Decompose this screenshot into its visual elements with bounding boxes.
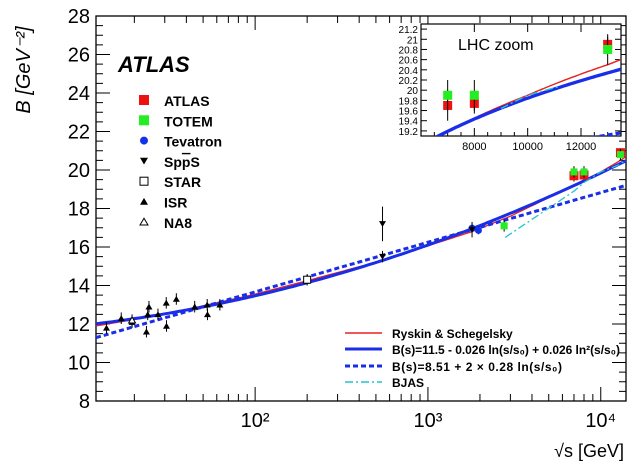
inset-x-tick-label: 8000 bbox=[462, 141, 486, 153]
y-tick-label: 20 bbox=[68, 160, 90, 182]
na8-point bbox=[127, 316, 137, 324]
inset-y-tick-label: 20.8 bbox=[399, 45, 419, 56]
y-tick-label: 16 bbox=[68, 237, 90, 259]
x-tick-label: 10² bbox=[241, 410, 270, 432]
inset-y-tick-label: 21.2 bbox=[399, 25, 419, 36]
y-tick-label: 28 bbox=[68, 6, 90, 28]
legend-label-tevatron: Tevatron bbox=[164, 134, 222, 150]
isr-point bbox=[162, 299, 170, 306]
y-tick-label: 8 bbox=[79, 391, 90, 413]
isr-point bbox=[216, 301, 224, 308]
legend-marker-sppbars bbox=[140, 157, 148, 165]
y-tick-label: 12 bbox=[68, 314, 90, 336]
main-axis-ticks bbox=[96, 15, 626, 402]
inset-y-tick-label: 21 bbox=[407, 35, 419, 46]
isr-point bbox=[191, 303, 199, 310]
legend-marker-atlas bbox=[139, 95, 149, 105]
isr-point bbox=[162, 322, 170, 329]
y-tick-label: 14 bbox=[68, 276, 90, 298]
quadratic-fit-curve bbox=[96, 159, 626, 326]
x-tick-label: 10³ bbox=[413, 410, 442, 432]
y-tick-label: 26 bbox=[68, 45, 90, 67]
y-tick-label: 24 bbox=[68, 83, 90, 105]
x-tick-label: 10⁴ bbox=[585, 410, 616, 432]
legend-marker-totem bbox=[139, 115, 149, 126]
inset-data-points bbox=[443, 34, 613, 121]
inset-y-tick-label: 19.2 bbox=[399, 127, 419, 138]
sppbars-point bbox=[379, 253, 387, 260]
y-tick-label: 10 bbox=[68, 353, 90, 375]
inset-y-tick-label: 19.4 bbox=[399, 117, 419, 128]
inset-totem-point bbox=[443, 90, 453, 100]
marker-legend: ATLAS TOTEM Tevatron SppS STAR ISR NA8 bbox=[139, 93, 222, 231]
tevatron-point bbox=[474, 226, 482, 234]
y-tick-label: 22 bbox=[68, 122, 90, 144]
legend-label-na8: NA8 bbox=[164, 215, 192, 231]
isr-point bbox=[172, 295, 180, 302]
x-tick-labels: 10² 10³ 10⁴ bbox=[241, 410, 616, 432]
legend-label-sppbars: SppS bbox=[164, 154, 200, 170]
isr-point bbox=[145, 303, 153, 310]
isr-point bbox=[203, 311, 211, 318]
sppbars-point bbox=[468, 226, 476, 233]
legend-marker-na8 bbox=[139, 217, 149, 226]
inset-y-tick-label: 19.8 bbox=[399, 96, 419, 107]
linear-fit-curve bbox=[96, 183, 626, 340]
sppbars-point bbox=[379, 221, 387, 228]
legend-label-isr: ISR bbox=[164, 195, 187, 211]
totem-point bbox=[580, 168, 588, 176]
inset-y-tick-label: 20 bbox=[407, 86, 419, 97]
main-data-points bbox=[102, 148, 625, 338]
legend-label-star: STAR bbox=[164, 174, 201, 190]
inset-totem-point bbox=[469, 90, 479, 100]
isr-point bbox=[203, 301, 211, 308]
inset-title: LHC zoom bbox=[458, 37, 534, 54]
legend-marker-tevatron bbox=[140, 136, 148, 145]
isr-point bbox=[144, 311, 152, 318]
totem-point bbox=[616, 151, 624, 159]
main-curves bbox=[96, 155, 626, 340]
inset-bjas-curve bbox=[500, 85, 560, 110]
inset-y-tick-label: 20.2 bbox=[399, 76, 419, 87]
y-tick-label: 18 bbox=[68, 199, 90, 221]
curve-legend: Ryskin & Schegelsky B(s)=11.5 - 0.026 ln(… bbox=[345, 327, 620, 390]
atlas-watermark: ATLAS bbox=[117, 52, 190, 77]
y-tick-labels: 8 10 12 14 16 18 20 22 24 26 28 bbox=[68, 6, 90, 413]
inset-quadratic-fit-curve bbox=[434, 67, 621, 136]
legend-label-fit1: B(s)=11.5 - 0.026 ln(s/s₀) + 0.026 ln²(s… bbox=[392, 343, 620, 357]
legend-marker-star bbox=[139, 176, 149, 186]
isr-point bbox=[102, 324, 110, 331]
legend-label-rs: Ryskin & Schegelsky bbox=[392, 327, 513, 341]
inset-panel: LHC zoom 19.219.419.619.82020.220.420.62… bbox=[399, 23, 622, 153]
inset-y-tick-label: 20.6 bbox=[399, 56, 419, 67]
legend-label-fit2: B(s)=8.51 + 2 × 0.28 ln(s/s₀) bbox=[392, 360, 562, 374]
inset-totem-point bbox=[603, 44, 613, 54]
inset-axis-ticks: 19.219.419.619.82020.220.420.620.82121.2… bbox=[399, 24, 622, 153]
isr-point bbox=[142, 328, 150, 335]
inset-x-tick-label: 12000 bbox=[566, 141, 597, 153]
inset-linear-fit-curve bbox=[591, 131, 621, 136]
legend-label-bjas: BJAS bbox=[392, 376, 424, 390]
legend-marker-isr bbox=[140, 197, 148, 205]
legend-label-totem: TOTEM bbox=[164, 113, 213, 129]
inset-curves bbox=[434, 58, 621, 136]
legend-label-atlas: ATLAS bbox=[164, 93, 210, 109]
y-axis-label: B [GeV⁻²] bbox=[13, 26, 35, 114]
inset-x-tick-label: 10000 bbox=[512, 141, 543, 153]
isr-point bbox=[117, 315, 125, 322]
totem-point bbox=[500, 222, 508, 230]
inset-y-tick-label: 19.6 bbox=[399, 107, 419, 118]
isr-point bbox=[154, 311, 162, 318]
x-axis-label: √s [GeV] bbox=[554, 441, 624, 461]
totem-point bbox=[570, 168, 578, 176]
star-point bbox=[303, 275, 312, 284]
inset-y-tick-label: 20.4 bbox=[399, 66, 419, 77]
